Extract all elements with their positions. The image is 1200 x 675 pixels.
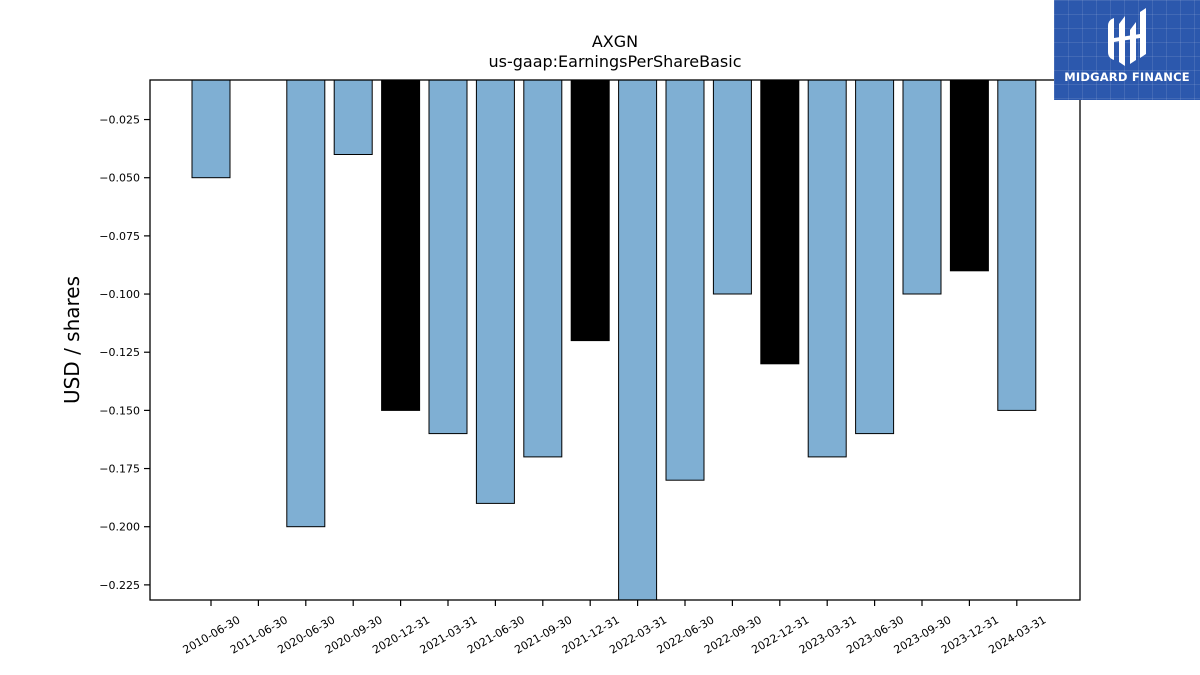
logo-text: MIDGARD FINANCE	[1064, 70, 1190, 84]
y-tick-label: −0.150	[99, 404, 140, 417]
y-tick-label: −0.050	[99, 172, 140, 185]
y-tick-label: −0.175	[99, 463, 140, 476]
bar-2021-12-31	[570, 80, 610, 342]
y-tick-label: −0.025	[99, 114, 140, 127]
logo-mark-icon	[1108, 8, 1146, 66]
y-axis-label: USD / shares	[60, 275, 84, 405]
x-axis: 2010-06-302011-06-302020-06-302020-09-30…	[181, 600, 1048, 657]
bar-2021-03-31	[428, 80, 468, 435]
bar-2021-09-30	[523, 80, 563, 458]
chart-subtitle: us-gaap:EarningsPerShareBasic	[488, 52, 742, 71]
y-tick-label: −0.225	[99, 579, 140, 592]
plot-frame	[149, 79, 1081, 601]
bar-2022-09-30	[712, 80, 752, 295]
bar-2023-06-30	[855, 80, 895, 435]
y-tick-label: −0.075	[99, 230, 140, 243]
bar-2020-06-30	[286, 80, 326, 528]
y-tick-label: −0.200	[99, 521, 140, 534]
y-tick-label: −0.100	[99, 288, 140, 301]
bar-2020-09-30	[333, 80, 373, 155]
midgard-finance-logo: MIDGARD FINANCE	[1054, 0, 1200, 100]
chart-title: AXGN	[591, 32, 639, 51]
bar-2024-03-31	[997, 80, 1037, 411]
bar-2022-12-31	[760, 80, 800, 365]
bar-2020-12-31	[381, 80, 421, 411]
bar-2010-06-30	[191, 80, 231, 179]
bars-group	[191, 80, 1037, 600]
bar-2022-06-30	[665, 80, 705, 481]
bar-2021-06-30	[475, 80, 515, 504]
y-axis: −0.025 −0.050 −0.075 −0.100 −0.125 −0.150 −0.1…	[99, 114, 150, 592]
bar-2023-12-31	[949, 80, 989, 272]
bar-2023-03-31	[807, 80, 847, 458]
bar-2022-03-31	[618, 80, 658, 600]
bar-2023-09-30	[902, 80, 942, 295]
y-tick-label: −0.125	[99, 346, 140, 359]
